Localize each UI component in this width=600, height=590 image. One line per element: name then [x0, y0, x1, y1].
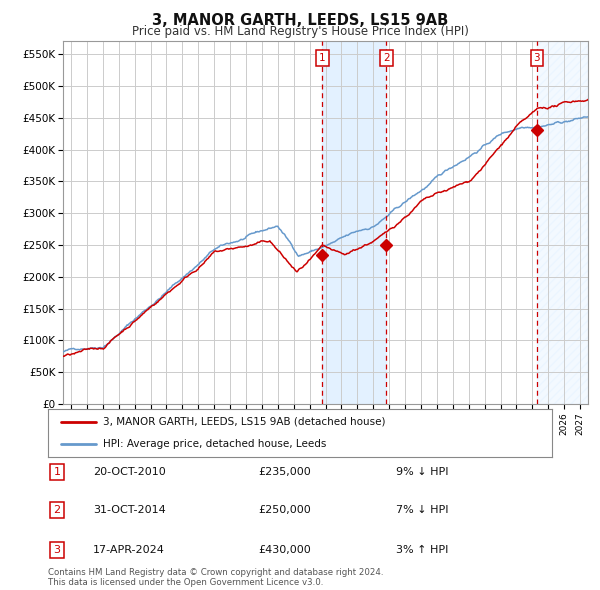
Text: 20-OCT-2010: 20-OCT-2010 [93, 467, 166, 477]
Text: 2: 2 [383, 53, 390, 63]
Text: £250,000: £250,000 [258, 506, 311, 515]
Text: Contains HM Land Registry data © Crown copyright and database right 2024.: Contains HM Land Registry data © Crown c… [48, 568, 383, 576]
Text: 31-OCT-2014: 31-OCT-2014 [93, 506, 166, 515]
Text: 3: 3 [53, 545, 61, 555]
Text: 3, MANOR GARTH, LEEDS, LS15 9AB: 3, MANOR GARTH, LEEDS, LS15 9AB [152, 13, 448, 28]
Text: 3, MANOR GARTH, LEEDS, LS15 9AB (detached house): 3, MANOR GARTH, LEEDS, LS15 9AB (detache… [103, 417, 386, 427]
Bar [322, 41, 386, 404]
Bar [537, 41, 588, 404]
Text: 7% ↓ HPI: 7% ↓ HPI [396, 506, 449, 515]
Text: 3: 3 [533, 53, 540, 63]
Text: 3% ↑ HPI: 3% ↑ HPI [396, 545, 448, 555]
Text: This data is licensed under the Open Government Licence v3.0.: This data is licensed under the Open Gov… [48, 578, 323, 587]
Text: Price paid vs. HM Land Registry's House Price Index (HPI): Price paid vs. HM Land Registry's House … [131, 25, 469, 38]
Text: 1: 1 [319, 53, 326, 63]
Text: £430,000: £430,000 [258, 545, 311, 555]
Text: HPI: Average price, detached house, Leeds: HPI: Average price, detached house, Leed… [103, 439, 327, 449]
Text: £235,000: £235,000 [258, 467, 311, 477]
Text: 1: 1 [53, 467, 61, 477]
Text: 9% ↓ HPI: 9% ↓ HPI [396, 467, 449, 477]
Text: 17-APR-2024: 17-APR-2024 [93, 545, 165, 555]
Text: 2: 2 [53, 506, 61, 515]
